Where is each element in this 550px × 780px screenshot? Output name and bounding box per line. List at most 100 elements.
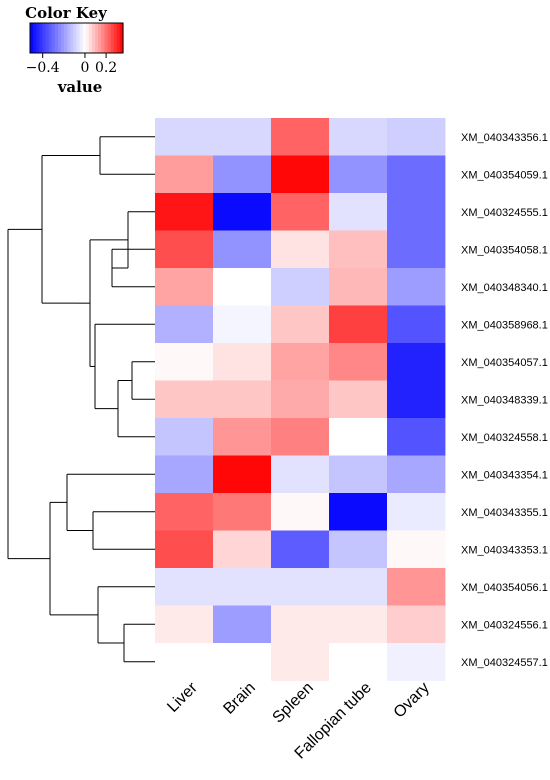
heatmap-cell bbox=[329, 230, 388, 269]
color-key-segment bbox=[45, 23, 50, 53]
color-key-segment bbox=[104, 23, 109, 53]
color-key-tick-label: 0 bbox=[80, 60, 89, 76]
heatmap-cell bbox=[213, 193, 272, 231]
color-key-segment bbox=[51, 23, 56, 53]
color-key-segment bbox=[57, 23, 62, 53]
heatmap-cell bbox=[329, 343, 388, 381]
color-key-segment bbox=[33, 23, 37, 53]
color-key-segment bbox=[107, 23, 112, 53]
heatmap-cell bbox=[213, 643, 272, 681]
heatmap-cell bbox=[271, 418, 330, 456]
color-key-segment bbox=[85, 23, 90, 53]
color-key-segment bbox=[61, 23, 65, 53]
heatmap-cell bbox=[271, 568, 330, 606]
heatmap-cell bbox=[213, 455, 272, 494]
color-key-tick-label: 0.2 bbox=[95, 60, 117, 76]
heatmap-cell bbox=[213, 268, 272, 306]
color-key-tick-label: −0.4 bbox=[26, 60, 60, 76]
color-key-frame bbox=[29, 22, 124, 54]
color-key-segment bbox=[92, 23, 96, 53]
color-key-ticks: −0.4 0 0.2 bbox=[26, 53, 117, 76]
color-key-segment bbox=[64, 23, 68, 53]
heatmap-cell bbox=[329, 155, 388, 194]
heatmap-cell bbox=[329, 418, 388, 456]
heatmap-cell bbox=[271, 155, 330, 194]
color-key-segment bbox=[73, 23, 78, 53]
color-key-title: Color Key bbox=[25, 4, 108, 22]
row-label: XM_040324556.1 bbox=[461, 619, 548, 631]
color-key-segment bbox=[36, 23, 40, 53]
row-label: XM_040354058.1 bbox=[461, 244, 548, 256]
heatmap-cell bbox=[271, 605, 330, 644]
heatmap-cell bbox=[387, 380, 446, 419]
heatmap-cell bbox=[387, 493, 446, 531]
heatmap-cell bbox=[271, 493, 330, 531]
heatmap-cell bbox=[155, 530, 214, 569]
heatmap-cell bbox=[155, 118, 214, 156]
heatmap-cell bbox=[387, 530, 446, 569]
color-key-segment bbox=[113, 23, 118, 53]
heatmap-cell bbox=[155, 418, 214, 456]
heatmap-cell bbox=[329, 568, 388, 606]
heatmap-cell bbox=[329, 493, 388, 531]
heatmap-cell bbox=[213, 155, 272, 194]
row-label: XM_040354059.1 bbox=[461, 169, 548, 181]
heatmap-cell bbox=[329, 118, 388, 156]
heatmap-cell bbox=[329, 305, 388, 344]
row-label: XM_040358968.1 bbox=[461, 319, 548, 331]
heatmap-cell bbox=[213, 493, 272, 531]
heatmap-cell bbox=[155, 493, 214, 531]
heatmap-cell bbox=[387, 605, 446, 644]
color-key-segment bbox=[54, 23, 59, 53]
heatmap-cells bbox=[155, 118, 446, 681]
row-labels: XM_040343356.1 XM_040354059.1 XM_040324555… bbox=[461, 132, 548, 669]
row-label: XM_040343356.1 bbox=[461, 132, 548, 144]
heatmap-cell bbox=[329, 455, 388, 494]
column-label: Ovary bbox=[391, 679, 433, 721]
heatmap-cell bbox=[155, 230, 214, 269]
color-key-segment bbox=[76, 23, 81, 53]
color-key-segment bbox=[42, 23, 47, 53]
heatmap-cell bbox=[213, 418, 272, 456]
heatmap-cell bbox=[155, 643, 214, 681]
heatmap-cell bbox=[155, 155, 214, 194]
color-key: Color Key −0.4 0 0.2 value bbox=[25, 4, 124, 96]
row-label: XM_040348340.1 bbox=[461, 282, 548, 294]
heatmap-cell bbox=[387, 118, 446, 156]
heatmap-cell bbox=[271, 230, 330, 269]
heatmap-cell bbox=[213, 605, 272, 644]
heatmap-cell bbox=[271, 193, 330, 231]
heatmap-cell bbox=[271, 530, 330, 569]
color-key-segment bbox=[116, 23, 121, 53]
heatmap-cell bbox=[155, 568, 214, 606]
color-key-segment bbox=[82, 23, 87, 53]
row-label: XM_040343353.1 bbox=[461, 544, 548, 556]
heatmap-cell bbox=[271, 380, 330, 419]
color-key-segment bbox=[119, 23, 124, 53]
row-label: XM_040354057.1 bbox=[461, 357, 548, 369]
heatmap-cell bbox=[387, 305, 446, 344]
heatmap-cell bbox=[213, 380, 272, 419]
heatmap-cell bbox=[329, 643, 388, 681]
heatmap-cell bbox=[329, 530, 388, 569]
heatmap-cell bbox=[387, 193, 446, 231]
row-label: XM_040324555.1 bbox=[461, 207, 548, 219]
heatmap-cell bbox=[271, 118, 330, 156]
heatmap-cell bbox=[155, 380, 214, 419]
heatmap-cell bbox=[387, 155, 446, 194]
heatmap-cell bbox=[329, 380, 388, 419]
row-label: XM_040343355.1 bbox=[461, 507, 548, 519]
heatmap-cell bbox=[271, 455, 330, 494]
heatmap-cell bbox=[155, 343, 214, 381]
heatmap-cell bbox=[155, 305, 214, 344]
heatmap-cell bbox=[329, 268, 388, 306]
heatmap-cell bbox=[213, 118, 272, 156]
row-label: XM_040348339.1 bbox=[461, 394, 548, 406]
heatmap-cell bbox=[387, 268, 446, 306]
color-key-segment bbox=[39, 23, 43, 53]
color-key-segment bbox=[88, 23, 93, 53]
color-key-segment bbox=[95, 23, 99, 53]
heatmap-cell bbox=[329, 193, 388, 231]
